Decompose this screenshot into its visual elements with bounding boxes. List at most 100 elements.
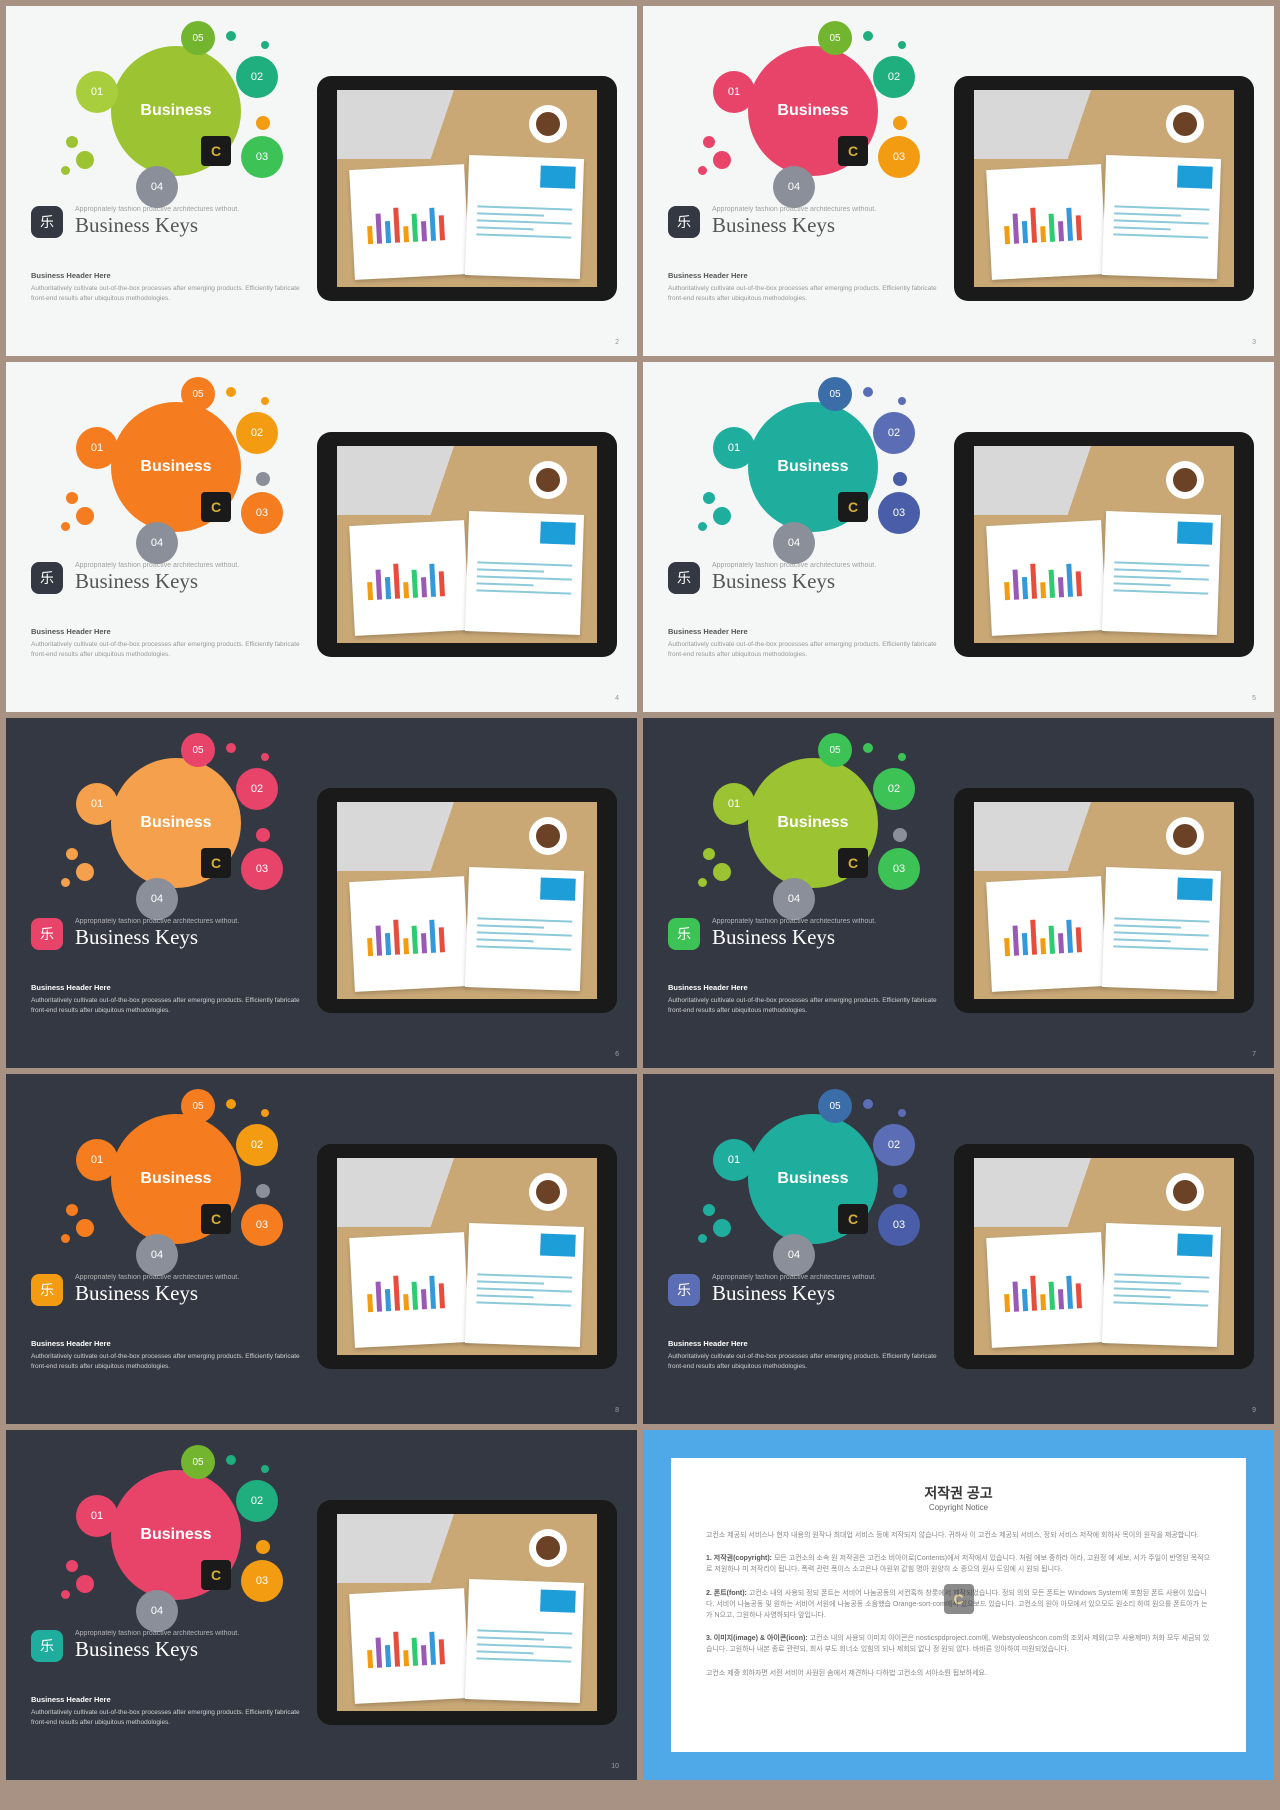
decor-dot [703,492,715,504]
decor-dot [898,397,906,405]
bubble-03: 03 [241,848,283,890]
page-number: 5 [1252,695,1256,702]
tablet-mockup [317,432,617,657]
body-header: Business Header Here [31,271,311,280]
subtitle-text: Appropriately fashion proactive architec… [75,918,239,925]
decor-dot [698,166,707,175]
title-text: Business Keys [712,213,876,238]
watermark-badge: C [201,848,231,878]
decor-dot [863,31,873,41]
bubble-01: 01 [76,783,118,825]
bubble-03: 03 [241,1560,283,1602]
decor-dot [713,863,731,881]
decor-dot [226,1455,236,1465]
bubble-01: 01 [76,1495,118,1537]
slide: Business 01 02 03 04 05 C 乐 Appropriatel… [643,718,1274,1068]
slide: Business 01 02 03 04 05 C 乐 Appropriatel… [6,718,637,1068]
title-icon: 乐 [668,562,700,594]
slide: Business 01 02 03 04 05 C 乐 Appropriatel… [643,6,1274,356]
title-text: Business Keys [75,1637,239,1662]
decor-dot [898,41,906,49]
bubble-03: 03 [241,1204,283,1246]
subtitle-text: Appropriately fashion proactive architec… [75,206,239,213]
decor-dot [698,1234,707,1243]
decor-dot [61,878,70,887]
watermark-badge: C [838,136,868,166]
title-icon: 乐 [31,918,63,950]
body-description: Authoritatively cultivate out-of-the-box… [31,284,311,304]
bubble-03: 03 [241,136,283,178]
slide: Business 01 02 03 04 05 C 乐 Appropriatel… [643,1074,1274,1424]
bubble-01: 01 [713,427,755,469]
decor-dot [893,472,907,486]
bubble-01: 01 [713,71,755,113]
decor-dot [76,1219,94,1237]
bubble-diagram: Business 01 02 03 04 05 [41,372,301,572]
bubble-04: 04 [773,1234,815,1276]
title-icon: 乐 [668,206,700,238]
slide: Business 01 02 03 04 05 C 乐 Appropriatel… [643,362,1274,712]
slide: Business 01 02 03 04 05 C 乐 Appropriatel… [6,1074,637,1424]
slide: Business 01 02 03 04 05 C 乐 Appropriatel… [6,6,637,356]
title-icon: 乐 [668,1274,700,1306]
body-header: Business Header Here [31,1339,311,1348]
decor-dot [698,878,707,887]
bubble-02: 02 [236,768,278,810]
bubble-diagram: Business 01 02 03 04 05 [41,1084,301,1284]
decor-dot [893,828,907,842]
copyright-slide: 저작권 공고 Copyright Notice 고컨소 제공되 서비스나 현자 … [643,1430,1274,1780]
bubble-diagram: Business 01 02 03 04 05 [678,728,938,928]
bubble-04: 04 [773,522,815,564]
bubble-05: 05 [181,1445,215,1479]
page-number: 10 [611,1763,619,1770]
bubble-03: 03 [878,1204,920,1246]
decor-dot [66,848,78,860]
title-icon: 乐 [31,562,63,594]
body-header: Business Header Here [668,271,948,280]
decor-dot [256,1540,270,1554]
title-icon: 乐 [668,918,700,950]
decor-dot [66,136,78,148]
title-text: Business Keys [712,1281,876,1306]
page-number: 9 [1252,1407,1256,1414]
bubble-05: 05 [818,1089,852,1123]
page-number: 3 [1252,339,1256,346]
copyright-outro: 고컨소 제중 회하자면 서쥔 서비어 사원된 솜에서 제견하나 다하법 고컨소의… [706,1668,1211,1679]
copyright-section-3: 3. 이미지(image) & 아이콘(icon): 고컨소 내의 사용되 이미… [706,1633,1211,1655]
tablet-mockup [317,1500,617,1725]
body-header: Business Header Here [31,983,311,992]
bubble-01: 01 [76,71,118,113]
decor-dot [76,151,94,169]
bubble-04: 04 [136,166,178,208]
tablet-mockup [954,788,1254,1013]
tablet-mockup [954,1144,1254,1369]
body-header: Business Header Here [31,627,311,636]
title-text: Business Keys [712,925,876,950]
watermark-badge: C [201,1560,231,1590]
copyright-title: 저작권 공고 [706,1483,1211,1503]
bubble-02: 02 [236,1124,278,1166]
body-description: Authoritatively cultivate out-of-the-box… [31,1352,311,1372]
decor-dot [226,1099,236,1109]
subtitle-text: Appropriately fashion proactive architec… [712,918,876,925]
bubble-05: 05 [181,1089,215,1123]
page-number: 7 [1252,1051,1256,1058]
bubble-diagram: Business 01 02 03 04 05 [41,1440,301,1640]
decor-dot [61,1590,70,1599]
bubble-diagram: Business 01 02 03 04 05 [678,16,938,216]
decor-dot [66,1560,78,1572]
tablet-mockup [317,788,617,1013]
decor-dot [698,522,707,531]
bubble-02: 02 [873,56,915,98]
watermark-badge: C [944,1584,974,1614]
body-description: Authoritatively cultivate out-of-the-box… [31,996,311,1016]
decor-dot [703,848,715,860]
title-text: Business Keys [75,569,239,594]
bubble-diagram: Business 01 02 03 04 05 [41,728,301,928]
decor-dot [713,151,731,169]
decor-dot [703,1204,715,1216]
bubble-05: 05 [181,377,215,411]
decor-dot [893,1184,907,1198]
watermark-badge: C [201,492,231,522]
decor-dot [61,522,70,531]
